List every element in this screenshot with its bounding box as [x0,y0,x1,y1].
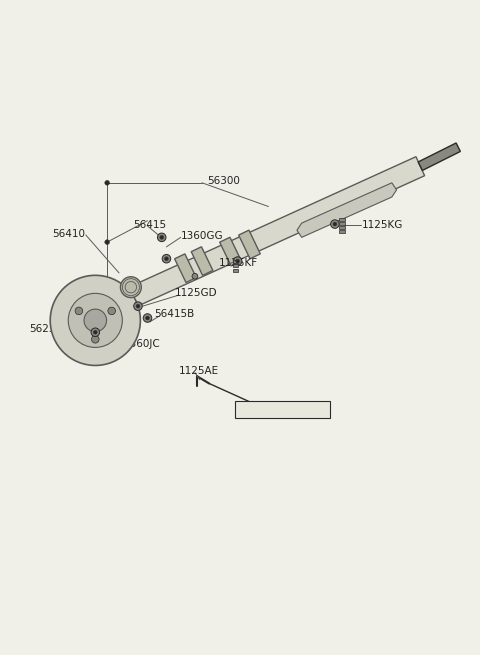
Polygon shape [175,254,196,282]
Circle shape [68,293,122,347]
Polygon shape [418,143,460,170]
Text: 56250A: 56250A [29,324,69,334]
Circle shape [136,305,140,308]
Circle shape [91,328,99,337]
Text: 1125KG: 1125KG [362,219,403,229]
Text: 56415: 56415 [133,219,167,229]
Circle shape [84,309,107,331]
Text: 56415B: 56415B [155,309,195,319]
Circle shape [120,276,141,297]
Circle shape [145,316,149,320]
Circle shape [50,275,140,365]
Text: 56410: 56410 [53,229,85,238]
Polygon shape [297,183,396,237]
Polygon shape [108,301,122,319]
Text: 56300: 56300 [207,176,240,187]
Bar [339,226,345,229]
Text: 1360JC: 1360JC [124,339,160,348]
Polygon shape [191,247,213,275]
Text: 1360GG: 1360GG [180,231,223,242]
Text: 1125AE: 1125AE [179,366,218,376]
Circle shape [143,314,152,322]
Circle shape [160,235,164,239]
Polygon shape [239,230,260,259]
Circle shape [192,273,198,279]
Text: 1125KF: 1125KF [219,257,258,267]
Circle shape [105,180,109,185]
Circle shape [233,257,242,265]
Polygon shape [103,157,425,318]
Circle shape [94,330,97,334]
Bar [233,269,238,272]
Bar [233,265,238,267]
Circle shape [333,222,337,226]
Circle shape [157,233,166,242]
Bar [233,259,238,263]
Bar [339,230,345,233]
Circle shape [105,240,109,244]
Bar [339,222,345,225]
Circle shape [134,302,142,310]
Bar [235,401,330,418]
Polygon shape [220,237,241,266]
Circle shape [236,259,240,263]
Circle shape [108,307,116,314]
Circle shape [162,254,171,263]
Circle shape [331,220,339,229]
Circle shape [92,335,99,343]
Text: 1125GD: 1125GD [175,288,217,298]
Circle shape [75,307,83,314]
Circle shape [165,257,168,261]
Text: REF,56-575: REF,56-575 [242,403,316,416]
Bar [339,218,345,221]
